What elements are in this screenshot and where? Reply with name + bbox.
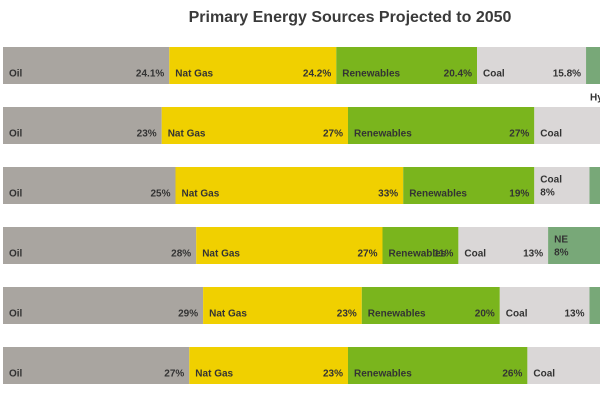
segment-name: Coal — [464, 249, 486, 260]
value-label: 8% — [540, 188, 555, 199]
segment-name: Nat Gas — [202, 249, 240, 260]
segment-name: Renewables — [342, 69, 400, 80]
value-label: 13% — [523, 249, 543, 260]
segment-name: Renewables — [368, 309, 426, 320]
segment-name: Coal — [506, 309, 528, 320]
value-label: 20% — [475, 309, 495, 320]
segment-name: Renewables — [354, 369, 412, 380]
segment-name: Nat Gas — [175, 69, 213, 80]
segment-name: Coal — [540, 175, 562, 186]
value-label: 25% — [150, 189, 170, 200]
bar-segment — [348, 347, 528, 384]
value-label: 27% — [164, 369, 184, 380]
value-label: 11% — [434, 249, 454, 260]
value-label: 23% — [137, 129, 157, 140]
value-label: 8% — [554, 248, 569, 259]
segment-name: Oil — [9, 249, 23, 260]
segment-name: NE — [554, 235, 568, 246]
segment-name: Renewables — [409, 189, 467, 200]
bar-segment — [175, 167, 404, 204]
segment-name: Renewables — [389, 249, 447, 260]
value-label: 33% — [378, 189, 398, 200]
value-label: 15.8% — [553, 69, 581, 80]
bar-segment — [382, 227, 459, 264]
bar-segment — [189, 347, 348, 384]
bar-segment — [586, 47, 600, 84]
segment-name: Oil — [9, 189, 23, 200]
value-label: 13% — [564, 309, 584, 320]
segment-name: Nat Gas — [209, 309, 247, 320]
value-label: 27% — [323, 129, 343, 140]
segment-name: Nat Gas — [168, 129, 206, 140]
bar-segment — [3, 107, 162, 144]
bar-segment — [534, 167, 590, 204]
bar-segment — [3, 167, 176, 204]
annotation: Hy — [590, 93, 600, 104]
bar-segment — [196, 227, 383, 264]
value-label: 23% — [337, 309, 357, 320]
bar-segment — [548, 227, 600, 264]
value-label: 24.1% — [136, 69, 164, 80]
value-label: 28% — [171, 249, 191, 260]
segment-name: Oil — [9, 69, 23, 80]
segment-name: Coal — [533, 369, 555, 380]
value-label: 24.2% — [303, 69, 331, 80]
bar-segment — [361, 287, 500, 324]
segment-name: Oil — [9, 309, 23, 320]
bar-segment — [589, 167, 600, 204]
value-label: 26% — [502, 369, 522, 380]
bar-segment — [499, 287, 590, 324]
bar-segment — [3, 347, 190, 384]
bar-segment — [336, 47, 478, 84]
value-label: 27% — [357, 249, 377, 260]
bar-segment — [3, 227, 197, 264]
value-label: 29% — [178, 309, 198, 320]
chart-title: Primary Energy Sources Projected to 2050 — [189, 9, 512, 26]
bar-segment — [534, 107, 600, 144]
bar-segment — [3, 47, 170, 84]
bar-segment — [169, 47, 337, 84]
bar-segment — [527, 347, 600, 384]
value-label: 27% — [509, 129, 529, 140]
bar-segment — [589, 287, 600, 324]
bar-segment — [477, 47, 587, 84]
bar-segment — [203, 287, 362, 324]
segment-name: Oil — [9, 129, 23, 140]
segment-name: Renewables — [354, 129, 412, 140]
bar-segment — [3, 287, 204, 324]
value-label: 19% — [509, 189, 529, 200]
bar-segment — [458, 227, 549, 264]
segment-name: Nat Gas — [195, 369, 233, 380]
segment-name: Coal — [483, 69, 505, 80]
segment-name: Oil — [9, 369, 23, 380]
segment-name: Nat Gas — [182, 189, 220, 200]
bar-segment — [161, 107, 348, 144]
value-label: 23% — [323, 369, 343, 380]
bar-segment — [348, 107, 535, 144]
value-label: 20.4% — [444, 69, 472, 80]
segment-name: Coal — [540, 129, 562, 140]
bar-segment — [403, 167, 535, 204]
